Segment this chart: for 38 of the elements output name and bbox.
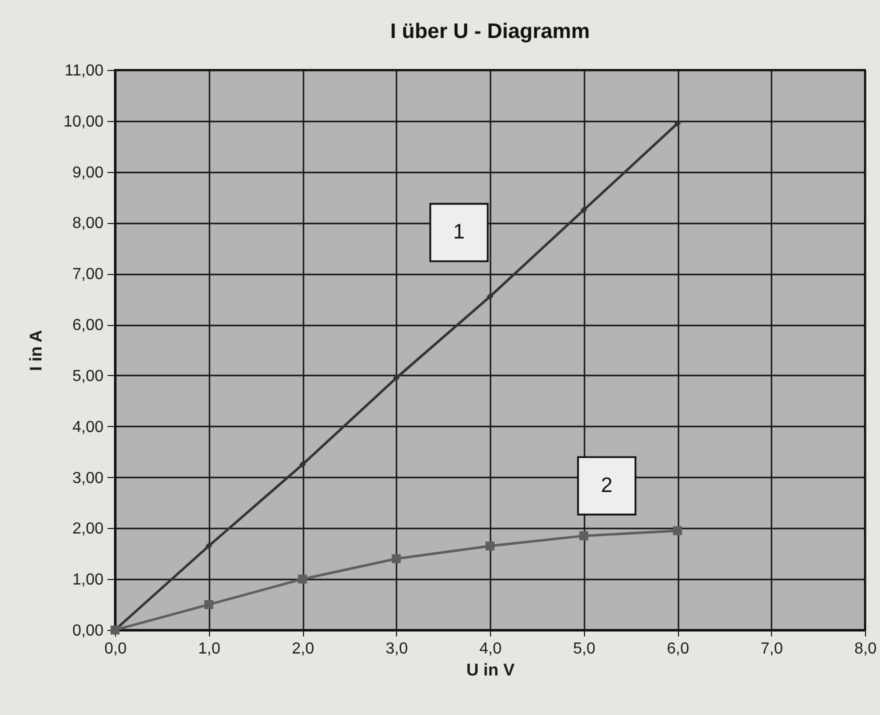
point [205,542,212,550]
x-tick-label: 3,0 [386,640,408,658]
x-tick-label: 4,0 [479,640,502,658]
y-tick-label: 1,00 [72,572,104,589]
point [673,526,682,536]
point [486,542,494,550]
point [579,531,588,540]
x-tick-label: 0,0 [104,640,127,658]
y-tick-label: 5,00 [72,368,104,385]
y-tick-label: 3,00 [72,470,104,487]
point [674,120,681,127]
y-tick-label: 4,00 [72,418,104,436]
y-tick-label: 10,00 [63,113,104,130]
x-axis-title: U in V [466,660,516,680]
x-tick-label: 5,0 [573,640,596,658]
x-tick-label: 1,0 [198,640,220,658]
y-tick-label: 0,00 [72,622,104,640]
point [392,374,400,382]
chart-title: I über U - Diagramm [390,20,590,43]
y-axis-title: I in A [26,330,46,371]
x-tick-label: 8,0 [854,640,877,658]
point [298,574,307,584]
point [580,206,588,214]
point [392,554,401,564]
y-tick-label: 8,00 [72,215,104,232]
y-tick-label: 7,00 [72,266,104,284]
x-tick-label: 2,0 [292,640,314,658]
series-label: 2 [600,474,613,497]
point [299,461,306,468]
y-tick-label: 2,00 [72,520,104,538]
point [204,600,214,610]
x-tick-label: 6,0 [666,640,690,658]
point [486,293,494,300]
y-tick-label: 6,00 [72,317,104,334]
y-tick-label: 9,00 [72,164,104,182]
text: 1 [453,220,465,244]
x-tick-label: 7,0 [760,640,783,658]
y-tick-label: 11,00 [64,62,104,80]
